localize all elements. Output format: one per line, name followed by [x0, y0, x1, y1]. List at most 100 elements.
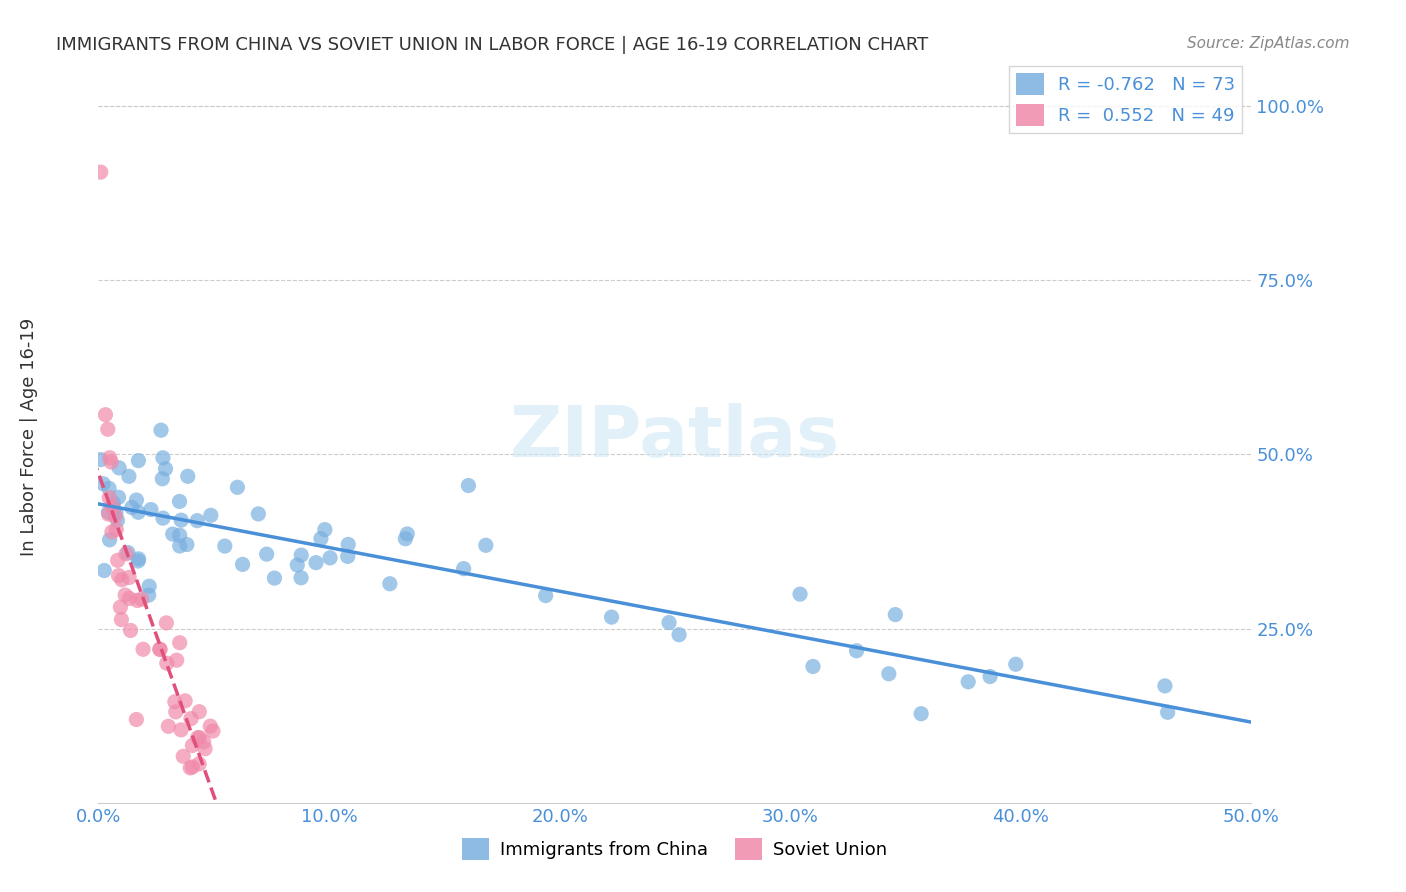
Soviet Union	[98, 450, 121, 465]
Soviet Union	[181, 760, 204, 774]
Immigrants from China	[176, 537, 198, 551]
Immigrants from China	[877, 666, 900, 681]
Text: IMMIGRANTS FROM CHINA VS SOVIET UNION IN LABOR FORCE | AGE 16-19 CORRELATION CHA: IMMIGRANTS FROM CHINA VS SOVIET UNION IN…	[56, 36, 928, 54]
Immigrants from China	[336, 549, 359, 564]
Immigrants from China	[884, 607, 907, 622]
Soviet Union	[201, 724, 224, 739]
Soviet Union	[101, 524, 124, 539]
Soviet Union	[97, 422, 120, 436]
Immigrants from China	[453, 561, 475, 575]
Immigrants from China	[97, 505, 120, 519]
Soviet Union	[118, 570, 141, 584]
Immigrants from China	[789, 587, 811, 601]
Immigrants from China	[290, 548, 312, 562]
Soviet Union	[200, 719, 222, 733]
Immigrants from China	[125, 493, 148, 508]
Immigrants from China	[117, 545, 139, 559]
Immigrants from China	[128, 552, 150, 566]
Soviet Union	[155, 615, 177, 630]
Immigrants from China	[108, 461, 131, 475]
Soviet Union	[104, 509, 127, 524]
Soviet Union	[132, 642, 155, 657]
Immigrants from China	[91, 476, 114, 491]
Immigrants from China	[314, 523, 336, 537]
Immigrants from China	[139, 502, 162, 516]
Immigrants from China	[98, 533, 121, 547]
Soviet Union	[149, 642, 172, 657]
Immigrants from China	[801, 659, 824, 673]
Soviet Union	[110, 613, 132, 627]
Immigrants from China	[169, 494, 191, 508]
Legend: Immigrants from China, Soviet Union: Immigrants from China, Soviet Union	[456, 830, 894, 867]
Immigrants from China	[256, 547, 278, 561]
Immigrants from China	[337, 537, 360, 551]
Immigrants from China	[1154, 679, 1177, 693]
Immigrants from China	[957, 674, 980, 689]
Text: Source: ZipAtlas.com: Source: ZipAtlas.com	[1187, 36, 1350, 51]
Immigrants from China	[247, 507, 270, 521]
Immigrants from China	[107, 490, 129, 504]
Immigrants from China	[319, 550, 342, 565]
Soviet Union	[107, 553, 129, 567]
Immigrants from China	[90, 452, 112, 467]
Soviet Union	[169, 636, 191, 650]
Soviet Union	[127, 593, 149, 607]
Soviet Union	[170, 723, 193, 737]
Immigrants from China	[394, 532, 416, 546]
Text: ZIPatlas: ZIPatlas	[510, 402, 839, 472]
Immigrants from China	[378, 576, 401, 591]
Immigrants from China	[138, 579, 160, 593]
Soviet Union	[149, 642, 172, 657]
Soviet Union	[163, 695, 186, 709]
Soviet Union	[98, 491, 121, 505]
Immigrants from China	[658, 615, 681, 630]
Immigrants from China	[162, 527, 184, 541]
Immigrants from China	[668, 628, 690, 642]
Soviet Union	[94, 408, 117, 422]
Soviet Union	[187, 731, 209, 745]
Immigrants from China	[127, 505, 149, 519]
Soviet Union	[111, 573, 134, 587]
Immigrants from China	[155, 462, 177, 476]
Immigrants from China	[105, 506, 128, 520]
Immigrants from China	[138, 588, 160, 602]
Soviet Union	[193, 735, 215, 749]
Immigrants from China	[309, 532, 332, 546]
Soviet Union	[174, 694, 197, 708]
Immigrants from China	[177, 469, 200, 483]
Immigrants from China	[600, 610, 623, 624]
Soviet Union	[118, 591, 141, 606]
Immigrants from China	[127, 554, 149, 568]
Soviet Union	[181, 739, 204, 753]
Soviet Union	[188, 756, 211, 771]
Immigrants from China	[290, 571, 312, 585]
Soviet Union	[114, 588, 136, 602]
Soviet Union	[90, 165, 112, 179]
Immigrants from China	[127, 453, 149, 467]
Soviet Union	[188, 705, 211, 719]
Immigrants from China	[1004, 657, 1026, 672]
Immigrants from China	[103, 496, 125, 510]
Immigrants from China	[475, 538, 498, 552]
Soviet Union	[180, 712, 202, 726]
Immigrants from China	[285, 558, 308, 572]
Soviet Union	[101, 499, 124, 513]
Soviet Union	[125, 713, 148, 727]
Immigrants from China	[118, 469, 141, 483]
Immigrants from China	[226, 480, 249, 494]
Immigrants from China	[121, 500, 143, 515]
Immigrants from China	[107, 513, 129, 527]
Soviet Union	[97, 507, 120, 521]
Immigrants from China	[169, 539, 191, 553]
Immigrants from China	[534, 589, 557, 603]
Immigrants from China	[910, 706, 932, 721]
Immigrants from China	[214, 539, 236, 553]
Immigrants from China	[845, 644, 868, 658]
Immigrants from China	[152, 450, 174, 465]
Soviet Union	[107, 568, 129, 582]
Soviet Union	[110, 600, 132, 615]
Immigrants from China	[457, 478, 479, 492]
Soviet Union	[157, 719, 180, 733]
Immigrants from China	[170, 513, 193, 527]
Soviet Union	[105, 523, 128, 537]
